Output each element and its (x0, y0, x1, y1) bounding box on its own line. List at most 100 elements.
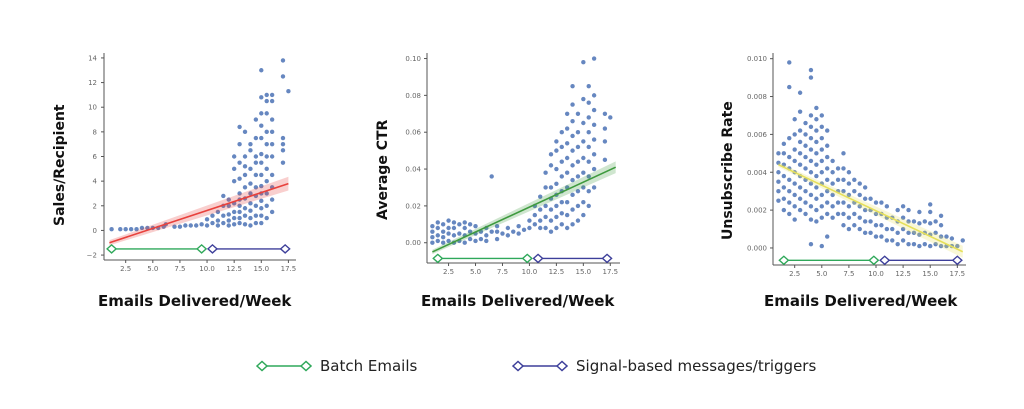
data-point (430, 223, 435, 229)
data-point (900, 226, 906, 232)
data-point (808, 147, 814, 152)
data-point (884, 226, 890, 232)
data-point (231, 166, 237, 172)
data-point (581, 155, 586, 161)
data-point (264, 215, 269, 221)
data-point (570, 222, 575, 227)
data-point (825, 166, 830, 171)
data-point (269, 129, 275, 135)
data-point (532, 222, 538, 227)
data-point (808, 241, 814, 247)
data-point (226, 203, 231, 208)
data-point (586, 115, 591, 120)
data-point (128, 226, 134, 232)
data-point (248, 215, 253, 221)
x-tick-label: 12.5 (895, 270, 911, 278)
data-point (570, 118, 575, 124)
data-point (944, 234, 949, 239)
data-point (237, 124, 242, 130)
x-tick-label: 15.0 (922, 270, 938, 278)
data-point (862, 207, 868, 213)
data-point (253, 117, 259, 122)
data-point (269, 209, 275, 215)
x-tick-label: 12.5 (549, 268, 565, 276)
x-tick-label: 15.0 (576, 268, 592, 276)
data-point (242, 206, 248, 211)
data-point (808, 192, 814, 198)
signal-range-diamond (279, 243, 291, 254)
x-axis-label-unsubscribe-rate: Emails Delivered/Week (764, 292, 958, 310)
data-point (591, 137, 597, 142)
data-point (776, 160, 781, 165)
batch-range-diamond (106, 243, 118, 254)
data-point (841, 151, 846, 156)
y-tick-label: 6 (93, 153, 98, 161)
data-point (787, 188, 792, 194)
data-point (440, 222, 446, 227)
data-point (581, 212, 586, 218)
data-point (830, 158, 835, 164)
data-point (787, 154, 792, 160)
data-point (264, 203, 269, 208)
signal-range-diamond (532, 253, 544, 264)
data-point (264, 191, 269, 196)
data-point (500, 231, 505, 236)
data-point (835, 200, 841, 205)
data-point (825, 211, 830, 217)
data-point (215, 209, 221, 215)
x-tick-label: 10.0 (522, 268, 538, 276)
data-point (451, 233, 457, 238)
data-point (825, 200, 830, 205)
data-point (564, 200, 570, 205)
data-point (814, 139, 819, 145)
data-point (259, 183, 264, 189)
x-tick-label: 17.5 (602, 268, 618, 276)
data-point (575, 188, 581, 194)
data-point (814, 196, 819, 201)
data-point (237, 220, 242, 226)
data-point (511, 229, 516, 234)
data-point (109, 226, 114, 232)
data-point (264, 111, 269, 116)
x-tick-label: 7.5 (174, 265, 185, 273)
data-point (435, 220, 440, 225)
data-point (852, 188, 857, 194)
data-point (237, 176, 242, 181)
data-point (527, 225, 532, 231)
data-point (955, 243, 960, 249)
data-point (781, 173, 787, 179)
legend: Batch Emails Signal-based messages/trigg… (0, 354, 1024, 378)
data-point (819, 124, 824, 130)
chart-unsubscribe-rate: 0.000 0.002 0.004 0.006 0.008 0.010 2.5 5.0 7.5 1… (747, 53, 966, 278)
data-point (857, 215, 862, 220)
data-point (846, 226, 852, 232)
data-point (906, 219, 911, 224)
x-tick-label: 17.5 (950, 270, 966, 278)
data-point (797, 90, 803, 95)
data-point (484, 233, 489, 238)
data-point (602, 139, 608, 144)
data-point (581, 96, 586, 102)
legend-batch-line-icon (256, 360, 312, 372)
data-point (781, 141, 787, 147)
data-point (928, 221, 933, 226)
data-point (430, 229, 435, 234)
data-point (242, 164, 248, 169)
data-point (797, 139, 803, 145)
data-point (253, 203, 259, 208)
data-point (830, 170, 835, 175)
data-point (581, 120, 586, 126)
data-point (430, 235, 435, 240)
data-point (846, 192, 852, 198)
data-point (462, 240, 467, 245)
x-tick-label: 10.0 (199, 265, 215, 273)
x-tick-label: 7.5 (497, 268, 508, 276)
data-point (803, 166, 808, 171)
data-point (554, 225, 559, 231)
y-tick-label: 0.000 (747, 244, 767, 252)
data-point (792, 147, 797, 152)
data-point (264, 92, 269, 98)
data-point (286, 88, 291, 94)
data-point (868, 196, 873, 201)
data-point (825, 234, 830, 239)
